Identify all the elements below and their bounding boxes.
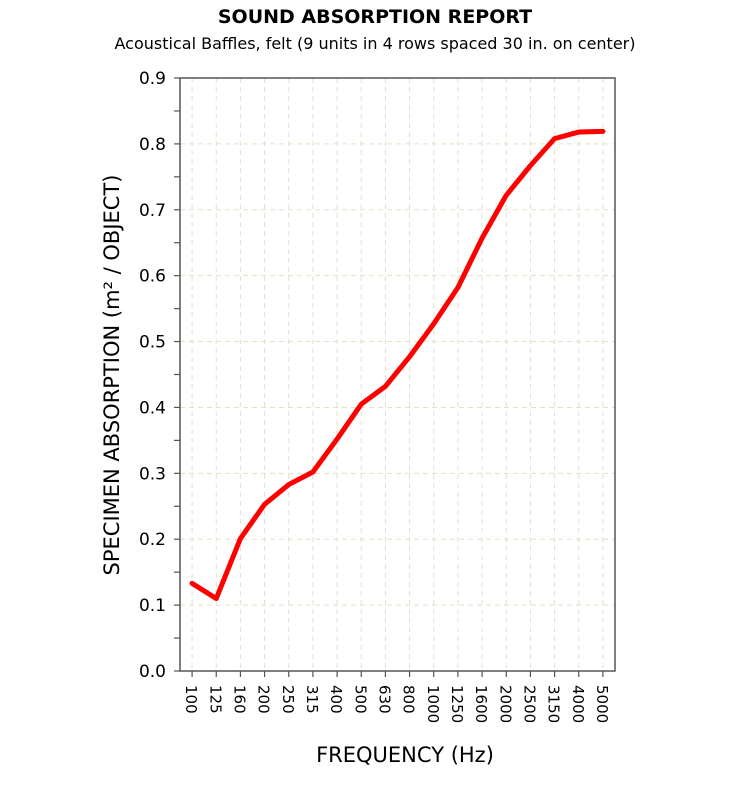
- x-tick-label: 250: [279, 685, 297, 714]
- x-tick-label: 160: [230, 685, 248, 714]
- x-tick-label: 100: [182, 685, 200, 714]
- y-axis-label: SPECIMEN ABSORPTION (m² / OBJECT): [100, 175, 124, 576]
- y-tick-label: 0.9: [139, 69, 166, 89]
- series-line: [189, 128, 606, 602]
- x-tick-label: 4000: [569, 685, 587, 723]
- y-axis: 0.0 0.1 0.2 0.3 0.4 0.5 0.6 0.7 0.8 0.9: [139, 69, 180, 682]
- x-tick-label: 1250: [448, 685, 466, 723]
- x-tick-label: 315: [303, 685, 321, 714]
- y-tick-label: 0.5: [139, 333, 166, 353]
- y-tick-label: 0.0: [139, 662, 166, 682]
- x-tick-label: 500: [351, 685, 369, 714]
- x-tick-label: 5000: [593, 685, 611, 723]
- x-tick-label: 1600: [472, 685, 490, 723]
- x-tick-label: 200: [255, 685, 273, 714]
- y-tick-label: 0.1: [139, 596, 166, 616]
- x-tick-label: 400: [327, 685, 345, 714]
- y-tick-label: 0.3: [139, 464, 166, 484]
- x-tick-label: 125: [206, 685, 224, 714]
- grid: [180, 78, 615, 671]
- x-axis: 100 125 160 200 250 315 400 500 630 800 1000 1250 16…: [182, 671, 611, 723]
- chart-subtitle: Acoustical Baffles, felt (9 units in 4 r…: [114, 34, 636, 53]
- x-tick-label: 3150: [545, 685, 563, 723]
- x-tick-label: 2500: [520, 685, 538, 723]
- x-tick-label: 2000: [496, 685, 514, 723]
- y-tick-label: 0.8: [139, 135, 166, 155]
- y-tick-label: 0.7: [139, 201, 166, 221]
- y-tick-label: 0.2: [139, 530, 166, 550]
- y-tick-label: 0.6: [139, 267, 166, 287]
- x-tick-label: 1000: [424, 685, 442, 723]
- series: [189, 128, 606, 602]
- x-tick-label: 800: [400, 685, 418, 714]
- chart-title: SOUND ABSORPTION REPORT: [217, 6, 533, 28]
- x-tick-label: 630: [375, 685, 393, 714]
- x-axis-label: FREQUENCY (Hz): [316, 743, 494, 767]
- y-tick-label: 0.4: [139, 398, 166, 418]
